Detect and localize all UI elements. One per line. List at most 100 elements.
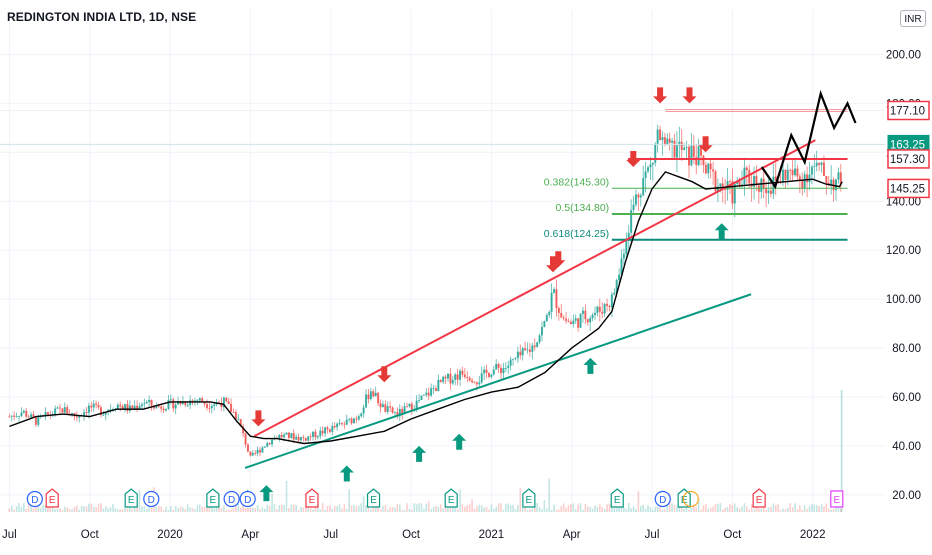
volume-bar bbox=[572, 503, 575, 512]
candle-body bbox=[56, 407, 59, 409]
volume-bar bbox=[119, 509, 122, 512]
candle-body bbox=[384, 404, 387, 412]
candle-body bbox=[442, 376, 445, 383]
volume-bar bbox=[411, 509, 413, 512]
candle-body bbox=[716, 186, 719, 192]
candle-body bbox=[815, 162, 818, 167]
candle-body bbox=[596, 306, 599, 313]
volume-bar bbox=[659, 505, 661, 512]
volume-bar bbox=[307, 503, 310, 512]
candle-body bbox=[109, 409, 112, 411]
volume-bar bbox=[15, 506, 18, 512]
candle-body bbox=[172, 399, 175, 409]
volume-bar bbox=[95, 507, 97, 512]
volume-bar bbox=[558, 509, 560, 512]
candle-body bbox=[18, 416, 21, 417]
candle-body bbox=[834, 179, 837, 191]
candle-body bbox=[263, 446, 266, 448]
volume-bar bbox=[90, 503, 93, 512]
volume-bar bbox=[471, 499, 473, 512]
candle-body bbox=[663, 137, 666, 145]
candle-body bbox=[75, 416, 78, 418]
candle-body bbox=[502, 368, 505, 374]
candle-body bbox=[367, 394, 370, 400]
candle-body bbox=[336, 423, 339, 428]
candle-body bbox=[567, 320, 570, 322]
candle-body bbox=[131, 405, 134, 409]
x-tick-label: Jul bbox=[645, 529, 660, 541]
candle-body bbox=[519, 351, 522, 356]
volume-bar bbox=[345, 509, 348, 512]
x-tick-label: Oct bbox=[723, 529, 742, 541]
volume-bar bbox=[623, 507, 625, 512]
candle-body bbox=[157, 405, 160, 407]
candle-body bbox=[430, 388, 433, 396]
y-tick-label: 100.00 bbox=[886, 294, 921, 306]
candle-body bbox=[331, 426, 334, 432]
candle-body bbox=[13, 415, 16, 417]
currency-button[interactable]: INR bbox=[900, 10, 926, 27]
volume-bar bbox=[524, 507, 526, 512]
price-tag-box bbox=[887, 149, 930, 169]
volume-bar bbox=[126, 508, 129, 512]
volume-bar bbox=[333, 506, 336, 512]
volume-bar bbox=[8, 508, 11, 512]
dividend-marker bbox=[26, 490, 43, 508]
volume-bar bbox=[748, 509, 751, 512]
candle-body bbox=[687, 146, 690, 166]
candle-body bbox=[186, 405, 189, 406]
dividend-marker bbox=[223, 490, 240, 508]
candle-body bbox=[261, 447, 264, 453]
volume-bar bbox=[186, 504, 189, 512]
volume-bar bbox=[832, 509, 835, 512]
volume-bar bbox=[794, 503, 796, 512]
candle-body bbox=[615, 280, 618, 293]
volume-bar bbox=[215, 505, 218, 512]
candle-body bbox=[781, 169, 784, 183]
candle-body bbox=[642, 178, 645, 196]
volume-bar bbox=[555, 509, 558, 512]
volume-bar bbox=[206, 505, 208, 512]
candle-body bbox=[292, 433, 295, 440]
candle-body bbox=[162, 408, 165, 411]
candle-body bbox=[177, 401, 180, 405]
candle-body bbox=[497, 363, 500, 368]
volume-bar bbox=[276, 509, 278, 512]
volume-bar bbox=[256, 505, 259, 512]
volume-bar bbox=[379, 509, 382, 512]
volume-bar bbox=[124, 508, 126, 512]
candle-body bbox=[598, 306, 601, 312]
volume-bar bbox=[237, 503, 240, 512]
candle-body bbox=[350, 418, 353, 424]
candle-body bbox=[220, 403, 223, 408]
volume-bar bbox=[191, 508, 194, 512]
volume-bar bbox=[365, 505, 367, 512]
candle-body bbox=[577, 318, 580, 328]
volume-bar bbox=[251, 507, 254, 512]
candle-body bbox=[531, 345, 534, 352]
candle-body bbox=[61, 408, 64, 413]
candle-body bbox=[102, 414, 105, 416]
candle-body bbox=[712, 169, 715, 172]
candle-body bbox=[454, 374, 457, 380]
candle-body bbox=[355, 418, 358, 420]
volume-bar bbox=[194, 509, 196, 512]
candle-body bbox=[410, 403, 413, 411]
volume-bar bbox=[733, 503, 736, 512]
volume-bar bbox=[712, 506, 714, 512]
earnings-marker bbox=[830, 490, 844, 508]
candle-body bbox=[526, 349, 529, 351]
candle-body bbox=[104, 411, 107, 415]
arrow-down-icon bbox=[682, 87, 697, 104]
volume-bar bbox=[172, 509, 175, 512]
volume-bar bbox=[259, 509, 261, 512]
volume-bar bbox=[526, 509, 529, 512]
candle-body bbox=[32, 414, 35, 418]
candle-body bbox=[634, 194, 637, 205]
volume-bar bbox=[533, 507, 536, 512]
volume-bar bbox=[68, 508, 71, 512]
volume-bar bbox=[326, 506, 329, 512]
